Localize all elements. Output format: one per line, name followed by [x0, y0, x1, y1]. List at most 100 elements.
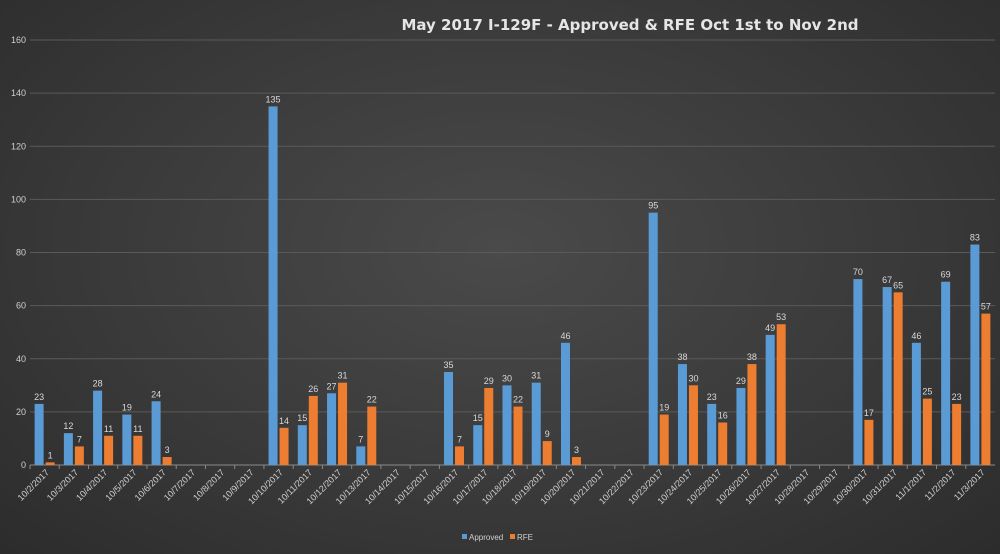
- bar-rfe: [893, 292, 903, 465]
- x-axis: 10/2/201710/3/201710/4/201710/5/201710/6…: [16, 465, 987, 506]
- data-label: 11: [104, 424, 113, 434]
- data-label: 30: [502, 373, 512, 383]
- data-label: 7: [457, 434, 462, 444]
- data-label: 23: [707, 392, 717, 402]
- legend-swatch-approved: [462, 534, 467, 539]
- data-label: 65: [893, 280, 903, 290]
- data-label: 46: [560, 331, 570, 341]
- data-label: 25: [922, 387, 932, 397]
- bar-rfe: [133, 435, 143, 465]
- data-label: 53: [776, 312, 786, 322]
- data-label: 22: [367, 395, 377, 405]
- data-label: 19: [659, 403, 669, 413]
- bar-approved: [941, 281, 951, 465]
- bar-approved: [151, 401, 161, 465]
- data-label: 15: [297, 413, 307, 423]
- bar-approved: [93, 390, 103, 465]
- data-label: 15: [473, 413, 483, 423]
- data-label: 23: [952, 392, 962, 402]
- bar-approved: [648, 212, 658, 465]
- y-tick-label: 160: [11, 35, 26, 45]
- bar-rfe: [279, 427, 289, 465]
- bar-approved: [970, 244, 980, 465]
- data-label: 95: [648, 201, 658, 211]
- x-tick-label: 11/2/2017: [923, 467, 958, 502]
- data-label: 26: [308, 384, 318, 394]
- data-label: 3: [165, 445, 170, 455]
- data-label: 67: [882, 275, 892, 285]
- bar-approved: [765, 334, 775, 465]
- data-label: 70: [853, 267, 863, 277]
- data-label: 35: [444, 360, 454, 370]
- data-label: 19: [122, 403, 132, 413]
- bar-rfe: [981, 313, 991, 465]
- data-label: 46: [911, 331, 921, 341]
- legend-swatch-rfe: [510, 534, 515, 539]
- bar-rfe: [484, 387, 494, 465]
- bar-approved: [34, 403, 44, 465]
- bar-rfe: [922, 398, 932, 465]
- data-label: 28: [93, 379, 103, 389]
- y-tick-label: 120: [11, 141, 26, 151]
- bar-rfe: [74, 446, 84, 465]
- bar-approved: [707, 403, 717, 465]
- data-label: 38: [677, 352, 687, 362]
- bar-rfe: [513, 406, 523, 465]
- bar-approved: [911, 342, 921, 465]
- bar-approved: [853, 279, 863, 465]
- bar-approved: [444, 372, 454, 465]
- bar-approved: [268, 106, 278, 465]
- y-tick-label: 0: [21, 460, 26, 470]
- chart-title: May 2017 I-129F - Approved & RFE Oct 1st…: [401, 16, 858, 34]
- bar-approved: [736, 387, 746, 465]
- data-label: 31: [531, 371, 541, 381]
- bar-approved: [531, 382, 541, 465]
- bar-rfe: [864, 419, 874, 465]
- data-label: 1: [48, 450, 53, 460]
- y-tick-label: 60: [16, 301, 26, 311]
- bar-approved: [560, 342, 570, 465]
- bar-rfe: [776, 324, 786, 465]
- data-label: 30: [688, 373, 698, 383]
- bar-approved: [122, 414, 132, 465]
- data-label: 23: [34, 392, 44, 402]
- bar-approved: [473, 425, 483, 465]
- data-label: 83: [970, 233, 980, 243]
- y-tick-label: 80: [16, 248, 26, 258]
- bar-rfe: [45, 462, 55, 465]
- data-label: 24: [151, 389, 161, 399]
- data-label: 27: [327, 381, 337, 391]
- data-label: 11: [133, 424, 142, 434]
- bar-rfe: [455, 446, 465, 465]
- bar-rfe: [162, 457, 172, 465]
- data-label: 69: [941, 270, 951, 280]
- legend: Approved RFE: [462, 533, 533, 542]
- bar-approved: [327, 393, 337, 465]
- data-label: 29: [736, 376, 746, 386]
- bar-rfe: [571, 457, 581, 465]
- data-label: 135: [266, 94, 281, 104]
- legend-label-approved: Approved: [469, 533, 503, 542]
- data-label: 14: [279, 416, 289, 426]
- gridlines: [30, 39, 995, 466]
- bars: [34, 106, 991, 465]
- bar-approved: [297, 425, 307, 465]
- bar-rfe: [338, 382, 348, 465]
- y-tick-label: 20: [16, 407, 26, 417]
- data-label: 31: [338, 371, 348, 381]
- data-label: 38: [747, 352, 757, 362]
- bar-rfe: [952, 403, 962, 465]
- bar-rfe: [542, 441, 552, 465]
- x-tick-label: 11/3/2017: [952, 467, 987, 502]
- data-label: 57: [981, 302, 991, 312]
- bar-approved: [677, 364, 687, 465]
- bar-rfe: [718, 422, 728, 465]
- bar-rfe: [688, 385, 698, 465]
- data-label: 16: [718, 411, 728, 421]
- data-label: 3: [574, 445, 579, 455]
- legend-label-rfe: RFE: [517, 533, 533, 542]
- bar-rfe: [104, 435, 114, 465]
- data-label: 7: [358, 434, 363, 444]
- bar-rfe: [308, 395, 318, 465]
